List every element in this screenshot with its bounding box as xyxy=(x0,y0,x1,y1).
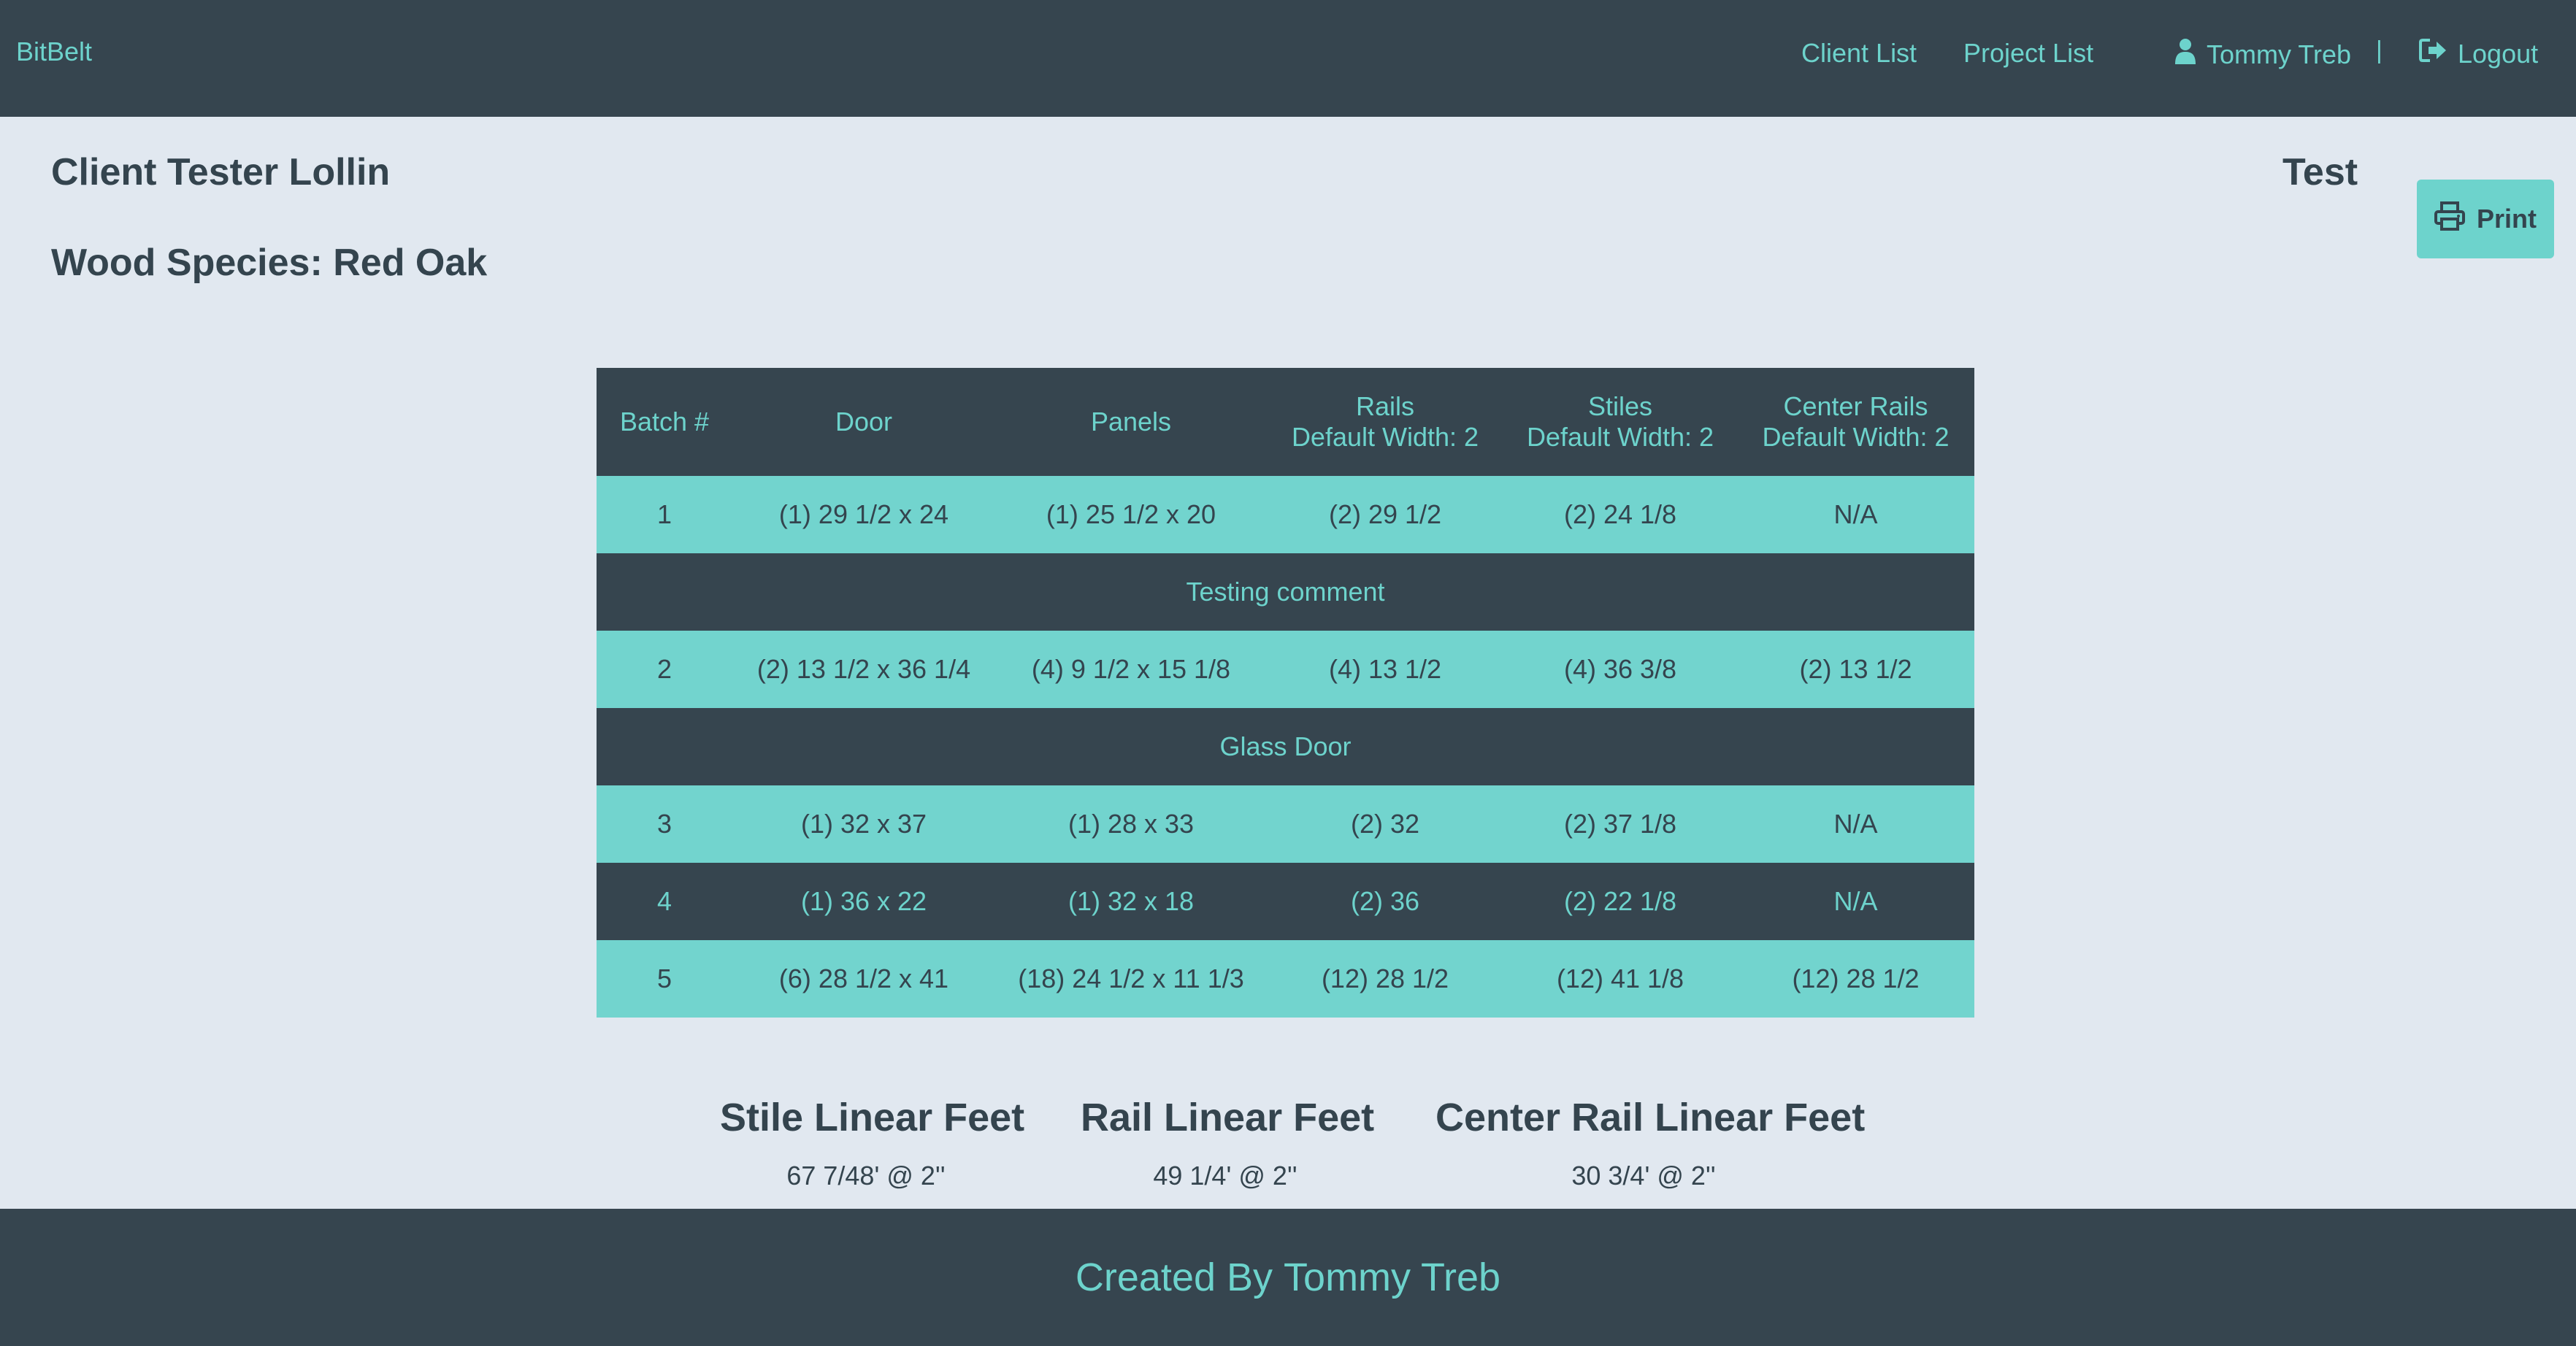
wood-species-heading: Wood Species: Red Oak xyxy=(51,242,488,284)
footer-author: Tommy Treb xyxy=(1284,1255,1501,1299)
comment-text: Testing comment xyxy=(1186,577,1385,607)
cell-batch: 4 xyxy=(656,886,672,916)
cell-stiles: (2) 22 1/8 xyxy=(1563,886,1677,916)
brand-link[interactable]: BitBelt xyxy=(16,36,93,66)
cell-door: (1) 29 1/2 x 24 xyxy=(778,499,949,529)
cell-door: (6) 28 1/2 x 41 xyxy=(778,964,949,993)
table-row: 1 (1) 29 1/2 x 24 (1) 25 1/2 x 20 (2) 29… xyxy=(597,476,1974,553)
footer: Created By Tommy Treb xyxy=(0,1209,2576,1346)
cell-center-rails: (12) 28 1/2 xyxy=(1792,964,1920,993)
cell-door: (1) 36 x 22 xyxy=(800,886,927,916)
batch-table: Batch # Door Panels Rails Default Width: … xyxy=(597,368,1974,1018)
client-list-link[interactable]: Client List xyxy=(1801,38,1917,68)
stile-linear-feet-value: 67 7/48' @ 2'' xyxy=(786,1161,946,1191)
logout-label: Logout xyxy=(2458,38,2539,69)
col-rails: Rails Default Width: 2 xyxy=(1291,391,1479,452)
cell-panels: (1) 28 x 33 xyxy=(1067,809,1195,839)
comment-row: Testing comment xyxy=(597,553,1974,631)
cell-stiles: (4) 36 3/8 xyxy=(1563,654,1677,684)
cell-stiles: (2) 37 1/8 xyxy=(1563,809,1677,839)
cell-rails: (12) 28 1/2 xyxy=(1321,964,1449,993)
col-door: Door xyxy=(835,407,893,437)
user-menu[interactable]: Tommy Treb xyxy=(2174,38,2351,71)
cell-batch: 2 xyxy=(656,654,672,684)
table-row: 5 (6) 28 1/2 x 41 (18) 24 1/2 x 11 1/3 (… xyxy=(597,940,1974,1018)
cell-center-rails: (2) 13 1/2 xyxy=(1799,654,1912,684)
cell-batch: 1 xyxy=(656,499,672,529)
rail-linear-feet: Rail Linear Feet 49 1/4' @ 2'' xyxy=(1081,1095,1375,1191)
table-header-row: Batch # Door Panels Rails Default Width: … xyxy=(597,368,1974,476)
cell-rails: (2) 29 1/2 xyxy=(1328,499,1442,529)
comment-text: Glass Door xyxy=(1219,731,1352,761)
footer-prefix: Created By xyxy=(1075,1255,1284,1299)
user-name: Tommy Treb xyxy=(2207,39,2352,69)
logout-icon xyxy=(2418,38,2447,69)
cell-panels: (1) 25 1/2 x 20 xyxy=(1046,499,1216,529)
cell-center-rails: N/A xyxy=(1833,809,1878,839)
cell-panels: (18) 24 1/2 x 11 1/3 xyxy=(1018,964,1244,993)
center-rail-linear-feet-value: 30 3/4' @ 2'' xyxy=(1571,1161,1716,1191)
table-row: 2 (2) 13 1/2 x 36 1/4 (4) 9 1/2 x 15 1/8… xyxy=(597,631,1974,708)
comment-row: Glass Door xyxy=(597,708,1974,785)
cell-stiles: (2) 24 1/8 xyxy=(1563,499,1677,529)
top-navbar: BitBelt Client List Project List Tommy T… xyxy=(0,0,2576,117)
table-row: 4 (1) 36 x 22 (1) 32 x 18 (2) 36 (2) 22 … xyxy=(597,863,1974,940)
cell-panels: (4) 9 1/2 x 15 1/8 xyxy=(1031,654,1231,684)
printer-icon xyxy=(2434,201,2465,237)
cell-rails: (4) 13 1/2 xyxy=(1328,654,1442,684)
stile-linear-feet: Stile Linear Feet 67 7/48' @ 2'' xyxy=(720,1095,1025,1191)
cell-batch: 3 xyxy=(656,809,672,839)
col-batch: Batch # xyxy=(619,407,710,437)
cell-center-rails: N/A xyxy=(1833,886,1878,916)
col-stiles: Stiles Default Width: 2 xyxy=(1526,391,1714,452)
center-rail-linear-feet-title: Center Rail Linear Feet xyxy=(1435,1096,1866,1139)
logout-link[interactable]: Logout xyxy=(2418,38,2538,69)
col-panels: Panels xyxy=(1090,407,1172,437)
cell-rails: (2) 32 xyxy=(1350,809,1420,839)
cell-panels: (1) 32 x 18 xyxy=(1067,886,1195,916)
print-label: Print xyxy=(2476,204,2537,234)
cell-rails: (2) 36 xyxy=(1350,886,1420,916)
nav-separator: | xyxy=(2376,36,2383,64)
project-list-link[interactable]: Project List xyxy=(1963,38,2094,68)
user-icon xyxy=(2174,38,2196,71)
stile-linear-feet-title: Stile Linear Feet xyxy=(720,1096,1025,1139)
table-row: 3 (1) 32 x 37 (1) 28 x 33 (2) 32 (2) 37 … xyxy=(597,785,1974,863)
cell-center-rails: N/A xyxy=(1833,499,1878,529)
center-rail-linear-feet: Center Rail Linear Feet 30 3/4' @ 2'' xyxy=(1435,1095,1866,1191)
rail-linear-feet-value: 49 1/4' @ 2'' xyxy=(1153,1161,1297,1191)
col-center-rails: Center Rails Default Width: 2 xyxy=(1762,391,1950,452)
project-name-heading: Test xyxy=(2282,151,2358,193)
print-button[interactable]: Print xyxy=(2417,180,2554,258)
rail-linear-feet-title: Rail Linear Feet xyxy=(1081,1096,1375,1139)
cell-stiles: (12) 41 1/8 xyxy=(1556,964,1684,993)
client-name-heading: Client Tester Lollin xyxy=(51,151,391,193)
cell-batch: 5 xyxy=(656,964,672,993)
cell-door: (2) 13 1/2 x 36 1/4 xyxy=(756,654,971,684)
cell-door: (1) 32 x 37 xyxy=(800,809,927,839)
